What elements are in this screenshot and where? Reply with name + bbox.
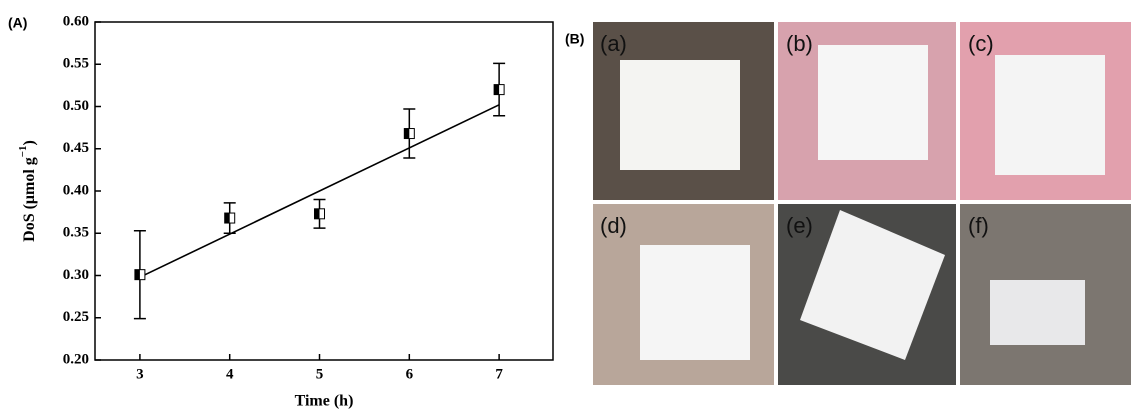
foam — [640, 245, 750, 360]
foam — [990, 280, 1085, 345]
photo-label: (d) — [600, 213, 627, 238]
y-label-sup: −1 — [17, 145, 29, 157]
y-tick-label: 0.30 — [63, 267, 89, 283]
x-tick-label: 5 — [316, 366, 324, 382]
photo-label: (b) — [786, 31, 813, 56]
y-label-text: DoS (μmol g — [21, 157, 38, 242]
foam — [620, 60, 740, 170]
y-axis-label: DoS (μmol g−1) — [17, 140, 38, 242]
y-tick-label: 0.50 — [63, 98, 89, 114]
y-tick-label: 0.40 — [63, 182, 89, 198]
fit-line — [139, 104, 500, 278]
y-tick-label: 0.25 — [63, 309, 89, 325]
x-tick-label: 7 — [495, 366, 503, 382]
x-axis-label: Time (h) — [295, 393, 354, 410]
panel-label: (B) — [565, 31, 584, 47]
photo-label: (a) — [600, 31, 627, 56]
x-tick-label: 4 — [226, 366, 234, 382]
foam — [818, 45, 928, 160]
photo-label: (c) — [968, 31, 994, 56]
x-tick-label: 3 — [136, 366, 144, 382]
marker-fill — [224, 213, 230, 224]
y-tick-label: 0.20 — [63, 351, 89, 367]
plot-frame — [94, 21, 554, 361]
foam — [995, 55, 1105, 175]
photo-label: (e) — [786, 213, 813, 238]
y-tick-label: 0.35 — [63, 225, 89, 241]
marker-fill — [494, 84, 500, 95]
y-tick-label: 0.60 — [63, 13, 89, 29]
x-tick-label: 6 — [406, 366, 414, 382]
marker-fill — [404, 128, 410, 139]
marker-fill — [314, 208, 320, 219]
marker-fill — [134, 269, 140, 280]
y-tick-label: 0.45 — [63, 140, 89, 156]
photos — [593, 22, 1131, 385]
panel-label: (A) — [8, 15, 27, 31]
photo-label: (f) — [968, 213, 989, 238]
foam — [800, 210, 945, 360]
y-tick-label: 0.55 — [63, 56, 89, 72]
y-label-end: ) — [21, 140, 38, 145]
